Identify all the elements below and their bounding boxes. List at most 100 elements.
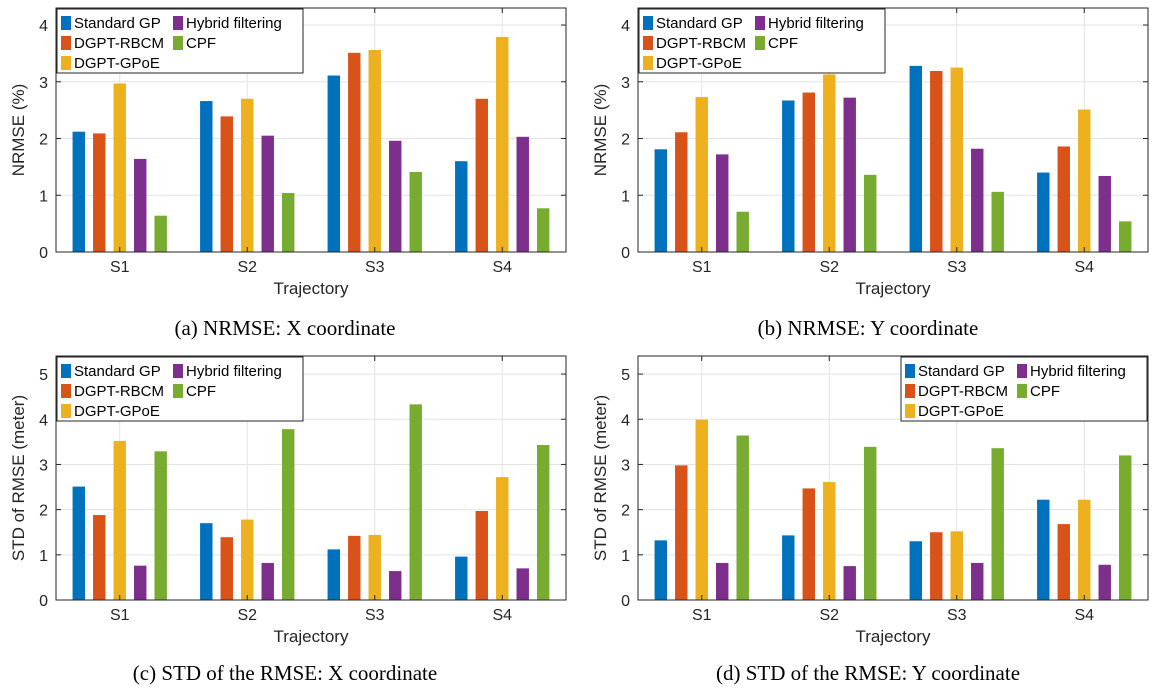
y-tick-label: 0 <box>621 593 630 610</box>
bar-s3-standard-gp <box>327 549 341 600</box>
chart-panel-a: 0 1 2 3 4 S1 S2 S3 S4 Trajectory NRMSE (%) Standard… <box>9 7 567 298</box>
y-tick-label: 1 <box>621 188 630 205</box>
bar-s2-cpf <box>281 192 295 252</box>
x-axis-label: Trajectory <box>274 627 349 646</box>
bar-s4-hybrid-filtering <box>1098 564 1111 600</box>
bar-s1-cpf <box>736 211 749 252</box>
y-tick-label: 1 <box>39 188 48 205</box>
legend-swatch <box>173 16 183 30</box>
legend-label: Standard GP <box>74 363 161 380</box>
bar-s2-cpf <box>863 174 877 252</box>
x-tick-label: S4 <box>1074 607 1094 624</box>
y-tick-label: 4 <box>39 18 48 35</box>
bar-s2-dgpt-rbcm <box>220 537 233 600</box>
legend-swatch <box>905 384 915 398</box>
legend-label: Standard GP <box>656 15 743 32</box>
x-tick-label: S3 <box>365 259 385 276</box>
bar-s2-dgpt-rbcm <box>220 116 233 252</box>
bars <box>72 404 550 600</box>
bar-s4-standard-gp <box>455 161 468 252</box>
legend-label: DGPT-GPoE <box>656 55 742 72</box>
legend-swatch <box>61 36 71 50</box>
legend-swatch <box>61 56 71 70</box>
legend-swatch <box>755 16 765 30</box>
y-tick-label: 4 <box>621 18 630 35</box>
bar-s2-hybrid-filtering <box>261 562 274 600</box>
legend-label: Standard GP <box>74 15 161 32</box>
legend: Standard GP DGPT-RBCM DGPT-GPoE Hybrid filt… <box>56 8 304 74</box>
bar-s3-dgpt-gpoe <box>950 531 963 600</box>
x-tick-label: S1 <box>692 607 712 624</box>
bar-s3-standard-gp <box>909 541 923 600</box>
bar-s4-dgpt-gpoe <box>1078 109 1091 253</box>
x-axis-label: Trajectory <box>856 627 931 646</box>
chart-panel-d: 0 1 2 3 4 5 S1 S2 S3 S4 Trajectory STD of RMSE (met… <box>591 355 1149 646</box>
x-axis-label: Trajectory <box>274 279 349 298</box>
legend-swatch <box>1017 384 1027 398</box>
bar-s4-hybrid-filtering <box>516 136 529 252</box>
legend-swatch <box>905 404 915 418</box>
bar-s2-standard-gp <box>200 101 213 253</box>
bar-s1-standard-gp <box>72 486 86 600</box>
bar-s1-cpf <box>736 435 749 600</box>
bar-s1-dgpt-gpoe <box>113 440 126 600</box>
y-tick-label: 3 <box>621 457 630 474</box>
bar-s1-hybrid-filtering <box>716 562 729 600</box>
legend-label: CPF <box>1030 383 1060 400</box>
legend-swatch <box>643 36 653 50</box>
x-tick-label: S2 <box>819 607 839 624</box>
legend-swatch <box>643 16 653 30</box>
caption-b: (b) NRMSE: Y coordinate <box>758 316 979 340</box>
y-tick-label: 0 <box>39 593 48 610</box>
bar-s1-dgpt-gpoe <box>695 97 708 252</box>
x-tick-label: S1 <box>692 259 712 276</box>
legend-swatch <box>1017 364 1027 378</box>
bar-s4-dgpt-rbcm <box>1057 146 1070 252</box>
legend-swatch <box>61 16 71 30</box>
bar-s2-standard-gp <box>782 100 795 252</box>
x-tick-label: S3 <box>365 607 385 624</box>
x-tick-label: S1 <box>110 607 130 624</box>
bar-s3-cpf <box>409 171 422 252</box>
x-tick-label: S2 <box>819 259 839 276</box>
y-axis-label: NRMSE (%) <box>591 84 610 177</box>
y-tick-label: 2 <box>621 503 630 520</box>
bar-s1-dgpt-rbcm <box>93 133 106 252</box>
y-axis-label: STD of RMSE (meter) <box>591 395 610 561</box>
y-axis-label: NRMSE (%) <box>9 84 28 177</box>
bar-s4-cpf <box>536 208 550 252</box>
bar-s3-dgpt-rbcm <box>348 52 361 252</box>
legend-swatch <box>905 364 915 378</box>
bar-s4-hybrid-filtering <box>516 568 529 600</box>
x-tick-label: S4 <box>492 259 512 276</box>
y-axis-label: STD of RMSE (meter) <box>9 395 28 561</box>
legend-swatch <box>643 56 653 70</box>
legend-swatch <box>61 404 71 418</box>
y-tick-label: 2 <box>39 503 48 520</box>
y-tick-label: 2 <box>621 132 630 149</box>
caption-a: (a) NRMSE: X coordinate <box>174 316 395 340</box>
bar-s2-cpf <box>281 429 295 600</box>
legend-label: CPF <box>768 35 798 52</box>
bar-s3-standard-gp <box>909 65 923 253</box>
axes-box <box>637 7 1149 253</box>
bar-s2-dgpt-gpoe <box>241 98 254 252</box>
x-tick-label: S2 <box>237 259 257 276</box>
bar-s3-hybrid-filtering <box>389 571 402 600</box>
y-tick-label: 1 <box>39 548 48 565</box>
legend-label: DGPT-RBCM <box>918 383 1008 400</box>
y-tick-label: 5 <box>39 367 48 384</box>
bar-s1-dgpt-gpoe <box>113 83 126 253</box>
bar-s3-dgpt-gpoe <box>368 534 381 600</box>
y-tick-label: 0 <box>621 245 630 262</box>
bar-s1-dgpt-gpoe <box>695 419 708 600</box>
legend-swatch <box>61 364 71 378</box>
legend-label: DGPT-RBCM <box>74 383 164 400</box>
caption-d: (d) STD of the RMSE: Y coordinate <box>716 661 1020 685</box>
bar-s2-dgpt-gpoe <box>241 519 254 600</box>
bar-s3-standard-gp <box>327 75 341 253</box>
bar-s3-cpf <box>991 191 1004 252</box>
legend-label: DGPT-GPoE <box>918 403 1004 420</box>
bar-s2-dgpt-gpoe <box>823 482 836 600</box>
bar-s1-hybrid-filtering <box>134 158 147 252</box>
